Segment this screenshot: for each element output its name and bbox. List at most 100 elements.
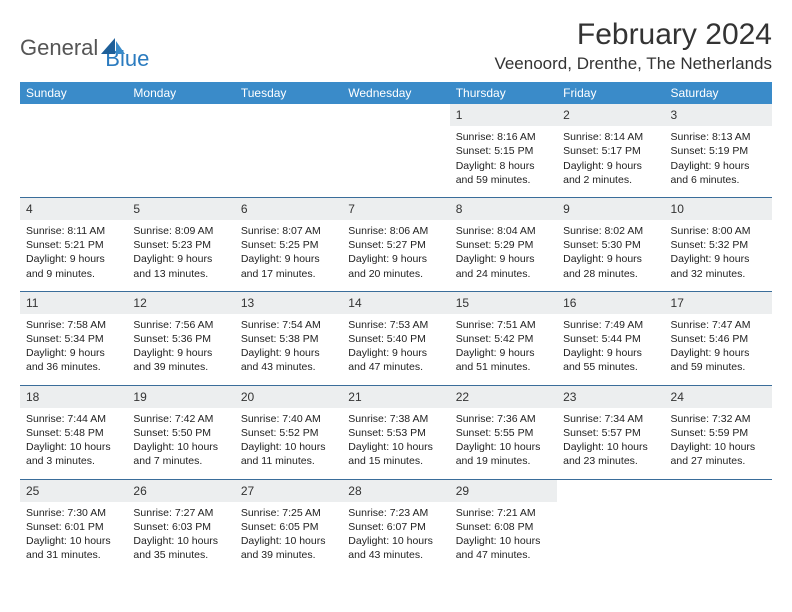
sunset-line: Sunset: 5:55 PM: [456, 426, 551, 440]
day-info-cell: Sunrise: 8:00 AMSunset: 5:32 PMDaylight:…: [665, 220, 772, 291]
day-number-cell: [342, 104, 449, 126]
day-info-cell: Sunrise: 7:58 AMSunset: 5:34 PMDaylight:…: [20, 314, 127, 385]
daynum-row: 123: [20, 104, 772, 126]
day-info-cell: [665, 502, 772, 573]
daylight-line: Daylight: 9 hours and 55 minutes.: [563, 346, 658, 374]
brand-general: General: [20, 35, 98, 61]
day-number-cell: 21: [342, 385, 449, 408]
sunset-line: Sunset: 5:44 PM: [563, 332, 658, 346]
day-info-cell: Sunrise: 7:34 AMSunset: 5:57 PMDaylight:…: [557, 408, 664, 479]
daylight-line: Daylight: 10 hours and 47 minutes.: [456, 534, 551, 562]
brand-logo: General Blue: [20, 24, 149, 72]
sunrise-line: Sunrise: 7:51 AM: [456, 318, 551, 332]
daylight-line: Daylight: 10 hours and 35 minutes.: [133, 534, 228, 562]
title-block: February 2024 Veenoord, Drenthe, The Net…: [494, 18, 772, 74]
daylight-line: Daylight: 10 hours and 31 minutes.: [26, 534, 121, 562]
weekday-header: Saturday: [665, 82, 772, 104]
day-info-cell: Sunrise: 7:54 AMSunset: 5:38 PMDaylight:…: [235, 314, 342, 385]
daynum-row: 45678910: [20, 197, 772, 220]
day-info-cell: Sunrise: 7:47 AMSunset: 5:46 PMDaylight:…: [665, 314, 772, 385]
sunset-line: Sunset: 6:01 PM: [26, 520, 121, 534]
daylight-line: Daylight: 10 hours and 43 minutes.: [348, 534, 443, 562]
day-number-cell: 26: [127, 479, 234, 502]
day-info-cell: Sunrise: 8:04 AMSunset: 5:29 PMDaylight:…: [450, 220, 557, 291]
daylight-line: Daylight: 10 hours and 27 minutes.: [671, 440, 766, 468]
sunset-line: Sunset: 6:03 PM: [133, 520, 228, 534]
sunrise-line: Sunrise: 7:25 AM: [241, 506, 336, 520]
sunset-line: Sunset: 6:05 PM: [241, 520, 336, 534]
day-number-cell: 20: [235, 385, 342, 408]
sunrise-line: Sunrise: 8:09 AM: [133, 224, 228, 238]
day-info-cell: Sunrise: 7:44 AMSunset: 5:48 PMDaylight:…: [20, 408, 127, 479]
daylight-line: Daylight: 9 hours and 28 minutes.: [563, 252, 658, 280]
sunset-line: Sunset: 5:17 PM: [563, 144, 658, 158]
daylight-line: Daylight: 9 hours and 59 minutes.: [671, 346, 766, 374]
daylight-line: Daylight: 9 hours and 9 minutes.: [26, 252, 121, 280]
daylight-line: Daylight: 10 hours and 15 minutes.: [348, 440, 443, 468]
sunset-line: Sunset: 5:32 PM: [671, 238, 766, 252]
day-info-cell: [20, 126, 127, 197]
day-info-cell: Sunrise: 7:21 AMSunset: 6:08 PMDaylight:…: [450, 502, 557, 573]
day-info-cell: Sunrise: 7:40 AMSunset: 5:52 PMDaylight:…: [235, 408, 342, 479]
day-number-cell: 17: [665, 291, 772, 314]
daylight-line: Daylight: 9 hours and 47 minutes.: [348, 346, 443, 374]
day-number-cell: 1: [450, 104, 557, 126]
day-number-cell: 9: [557, 197, 664, 220]
daylight-line: Daylight: 9 hours and 43 minutes.: [241, 346, 336, 374]
day-number-cell: [557, 479, 664, 502]
day-number-cell: [20, 104, 127, 126]
day-number-cell: 23: [557, 385, 664, 408]
sunrise-line: Sunrise: 7:53 AM: [348, 318, 443, 332]
day-info-cell: Sunrise: 7:56 AMSunset: 5:36 PMDaylight:…: [127, 314, 234, 385]
sunrise-line: Sunrise: 8:02 AM: [563, 224, 658, 238]
info-row: Sunrise: 8:16 AMSunset: 5:15 PMDaylight:…: [20, 126, 772, 197]
day-info-cell: Sunrise: 7:42 AMSunset: 5:50 PMDaylight:…: [127, 408, 234, 479]
sunset-line: Sunset: 6:07 PM: [348, 520, 443, 534]
daylight-line: Daylight: 9 hours and 20 minutes.: [348, 252, 443, 280]
day-info-cell: Sunrise: 8:06 AMSunset: 5:27 PMDaylight:…: [342, 220, 449, 291]
sunset-line: Sunset: 5:19 PM: [671, 144, 766, 158]
weekday-header: Wednesday: [342, 82, 449, 104]
sunrise-line: Sunrise: 7:49 AM: [563, 318, 658, 332]
sunrise-line: Sunrise: 8:06 AM: [348, 224, 443, 238]
day-info-cell: Sunrise: 7:30 AMSunset: 6:01 PMDaylight:…: [20, 502, 127, 573]
day-info-cell: Sunrise: 8:11 AMSunset: 5:21 PMDaylight:…: [20, 220, 127, 291]
daylight-line: Daylight: 9 hours and 39 minutes.: [133, 346, 228, 374]
day-info-cell: [342, 126, 449, 197]
day-number-cell: 24: [665, 385, 772, 408]
sunrise-line: Sunrise: 7:40 AM: [241, 412, 336, 426]
day-number-cell: 15: [450, 291, 557, 314]
daylight-line: Daylight: 9 hours and 6 minutes.: [671, 159, 766, 187]
sunset-line: Sunset: 5:46 PM: [671, 332, 766, 346]
day-info-cell: Sunrise: 7:49 AMSunset: 5:44 PMDaylight:…: [557, 314, 664, 385]
sunrise-line: Sunrise: 7:47 AM: [671, 318, 766, 332]
sunset-line: Sunset: 5:48 PM: [26, 426, 121, 440]
location: Veenoord, Drenthe, The Netherlands: [494, 54, 772, 74]
day-info-cell: Sunrise: 7:25 AMSunset: 6:05 PMDaylight:…: [235, 502, 342, 573]
day-number-cell: 11: [20, 291, 127, 314]
day-number-cell: 8: [450, 197, 557, 220]
day-number-cell: 22: [450, 385, 557, 408]
day-number-cell: 12: [127, 291, 234, 314]
day-number-cell: 16: [557, 291, 664, 314]
day-info-cell: [557, 502, 664, 573]
weekday-header: Sunday: [20, 82, 127, 104]
daylight-line: Daylight: 9 hours and 17 minutes.: [241, 252, 336, 280]
sunrise-line: Sunrise: 7:36 AM: [456, 412, 551, 426]
daynum-row: 11121314151617: [20, 291, 772, 314]
sunrise-line: Sunrise: 7:42 AM: [133, 412, 228, 426]
day-number-cell: 10: [665, 197, 772, 220]
daylight-line: Daylight: 9 hours and 13 minutes.: [133, 252, 228, 280]
day-number-cell: 4: [20, 197, 127, 220]
daylight-line: Daylight: 10 hours and 23 minutes.: [563, 440, 658, 468]
info-row: Sunrise: 7:44 AMSunset: 5:48 PMDaylight:…: [20, 408, 772, 479]
calendar-table: SundayMondayTuesdayWednesdayThursdayFrid…: [20, 82, 772, 572]
info-row: Sunrise: 8:11 AMSunset: 5:21 PMDaylight:…: [20, 220, 772, 291]
sunset-line: Sunset: 5:36 PM: [133, 332, 228, 346]
day-info-cell: Sunrise: 8:07 AMSunset: 5:25 PMDaylight:…: [235, 220, 342, 291]
sunrise-line: Sunrise: 7:58 AM: [26, 318, 121, 332]
day-info-cell: Sunrise: 8:16 AMSunset: 5:15 PMDaylight:…: [450, 126, 557, 197]
sunset-line: Sunset: 5:27 PM: [348, 238, 443, 252]
sunset-line: Sunset: 5:52 PM: [241, 426, 336, 440]
sunset-line: Sunset: 5:57 PM: [563, 426, 658, 440]
